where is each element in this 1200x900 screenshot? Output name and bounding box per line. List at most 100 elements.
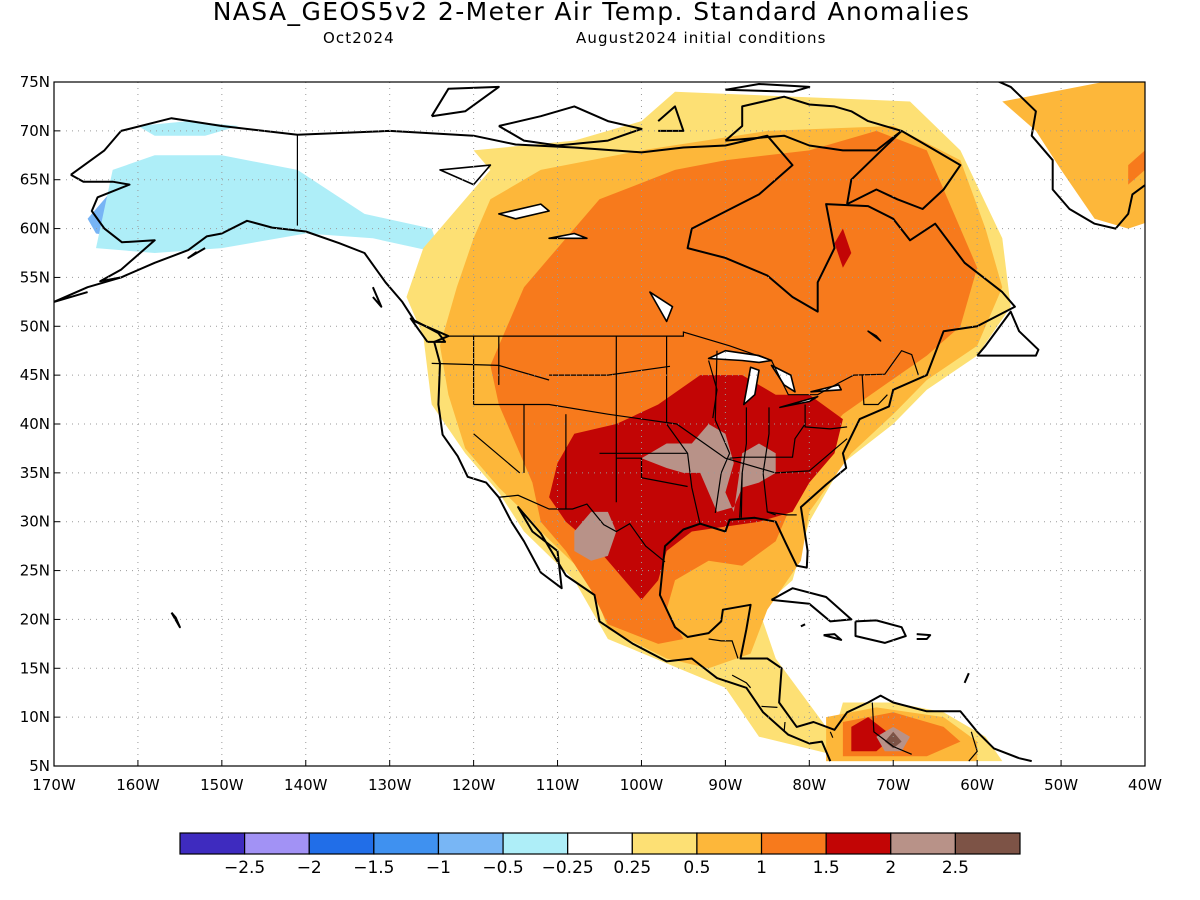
y-tick-label: 25N	[20, 562, 50, 580]
y-tick-label: 20N	[20, 610, 50, 628]
x-tick-label: 40W	[1128, 776, 1162, 794]
coastline	[170, 611, 181, 629]
colorbar-label: 1	[756, 858, 767, 878]
colorbar-label: 0.25	[613, 858, 651, 878]
boundary-line	[968, 731, 978, 762]
coastline	[409, 317, 447, 343]
y-tick-label: 15N	[20, 659, 50, 677]
x-tick-label: 170W	[32, 776, 76, 794]
coastline	[976, 310, 1040, 357]
coastline	[657, 105, 685, 132]
coastline	[771, 587, 853, 623]
lake-outline	[810, 384, 843, 393]
x-tick-label: 50W	[1044, 776, 1078, 794]
colorbar-label: −1.5	[353, 858, 394, 878]
colorbar-label: −2.5	[224, 858, 265, 878]
lake-outline	[742, 366, 760, 406]
boundary-line	[767, 511, 797, 516]
colorbar-label: 1.5	[813, 858, 840, 878]
lake-outline	[548, 232, 588, 240]
y-tick-label: 75N	[20, 73, 50, 91]
coastline	[800, 623, 806, 628]
lake-outline	[497, 203, 550, 220]
x-tick-label: 160W	[116, 776, 160, 794]
x-tick-label: 100W	[620, 776, 664, 794]
x-tick-label: 110W	[536, 776, 580, 794]
colorbar-swatch	[502, 832, 569, 855]
colorbar-swatch	[696, 832, 763, 855]
colorbar-swatch	[890, 832, 956, 855]
anomaly-region	[834, 228, 852, 268]
coastlines	[54, 82, 1145, 763]
colorbar-swatch	[179, 832, 246, 855]
colorbar-label: 0.5	[683, 858, 710, 878]
anomaly-region	[884, 731, 902, 749]
map-title: NASA_GEOS5v2 2-Meter Air Temp. Standard …	[212, 0, 971, 26]
colorbar-label: 2	[885, 858, 896, 878]
anomaly-region	[574, 511, 617, 561]
lake-outline	[867, 330, 882, 342]
x-tick-label: 140W	[284, 776, 328, 794]
boundary-line	[740, 472, 743, 518]
coastline	[725, 83, 811, 93]
boundary-line	[871, 702, 912, 755]
anomaly-region	[1002, 82, 1145, 229]
colorbar: −2.5 −2 −1.5 −1 −0.5 −0.25 0.25 0.5 1 1.5 2 2.5	[179, 832, 1021, 878]
boundary-line	[729, 423, 806, 459]
y-tick-label: 30N	[20, 513, 50, 531]
boundary-line	[708, 360, 718, 419]
valid-month: Oct2024	[323, 29, 395, 47]
y-tick-label: 55N	[20, 268, 50, 286]
x-tick-label: 150W	[200, 776, 244, 794]
coastline	[963, 672, 970, 684]
coastline	[997, 82, 1145, 230]
coastline	[187, 247, 206, 259]
x-tick-label: 80W	[792, 776, 826, 794]
colorbar-swatch	[373, 832, 440, 855]
colorbar-swatch	[631, 832, 698, 855]
boundary-line	[739, 407, 748, 518]
y-tick-label: 60N	[20, 220, 50, 238]
colorbar-label: −0.25	[542, 858, 594, 878]
x-tick-label: 120W	[452, 776, 496, 794]
coastline	[846, 129, 962, 210]
boundary-line	[708, 638, 739, 659]
x-tick-label: 60W	[960, 776, 994, 794]
boundary-line	[783, 721, 786, 732]
colorbar-swatch	[437, 832, 504, 855]
colorbar-label: −2	[297, 858, 322, 878]
boundary-line	[473, 403, 848, 474]
coastline	[498, 105, 643, 147]
y-tick-label: 45N	[20, 366, 50, 384]
coastline	[916, 633, 932, 640]
boundary-line	[861, 375, 888, 406]
coastline	[854, 619, 907, 644]
colorbar-swatch	[567, 832, 633, 855]
y-tick-label: 65N	[20, 171, 50, 189]
coastline	[823, 633, 843, 641]
boundary-line	[497, 495, 508, 498]
initial-conditions-label: August2024 initial conditions	[576, 29, 827, 47]
colorbar-swatch	[244, 832, 310, 855]
y-tick-label: 5N	[29, 757, 50, 775]
boundary-line	[616, 457, 688, 488]
boundary-line	[473, 433, 521, 474]
coastline	[430, 85, 500, 118]
boundary-line	[665, 336, 701, 525]
boundary-line	[761, 705, 778, 708]
boundary-line	[549, 365, 671, 376]
anomaly-region	[641, 424, 776, 512]
x-tick-label: 90W	[708, 776, 742, 794]
boundary-line	[829, 731, 834, 738]
coastline	[54, 276, 122, 303]
coastline	[70, 173, 832, 762]
political-boundaries	[296, 134, 978, 762]
boundary-line	[431, 362, 550, 381]
boundary-line	[445, 331, 919, 396]
coastline	[724, 95, 903, 152]
y-tick-label: 70N	[20, 122, 50, 140]
colorbar-label: −0.5	[482, 858, 523, 878]
boundary-line	[498, 494, 666, 563]
boundary-line	[731, 674, 752, 689]
